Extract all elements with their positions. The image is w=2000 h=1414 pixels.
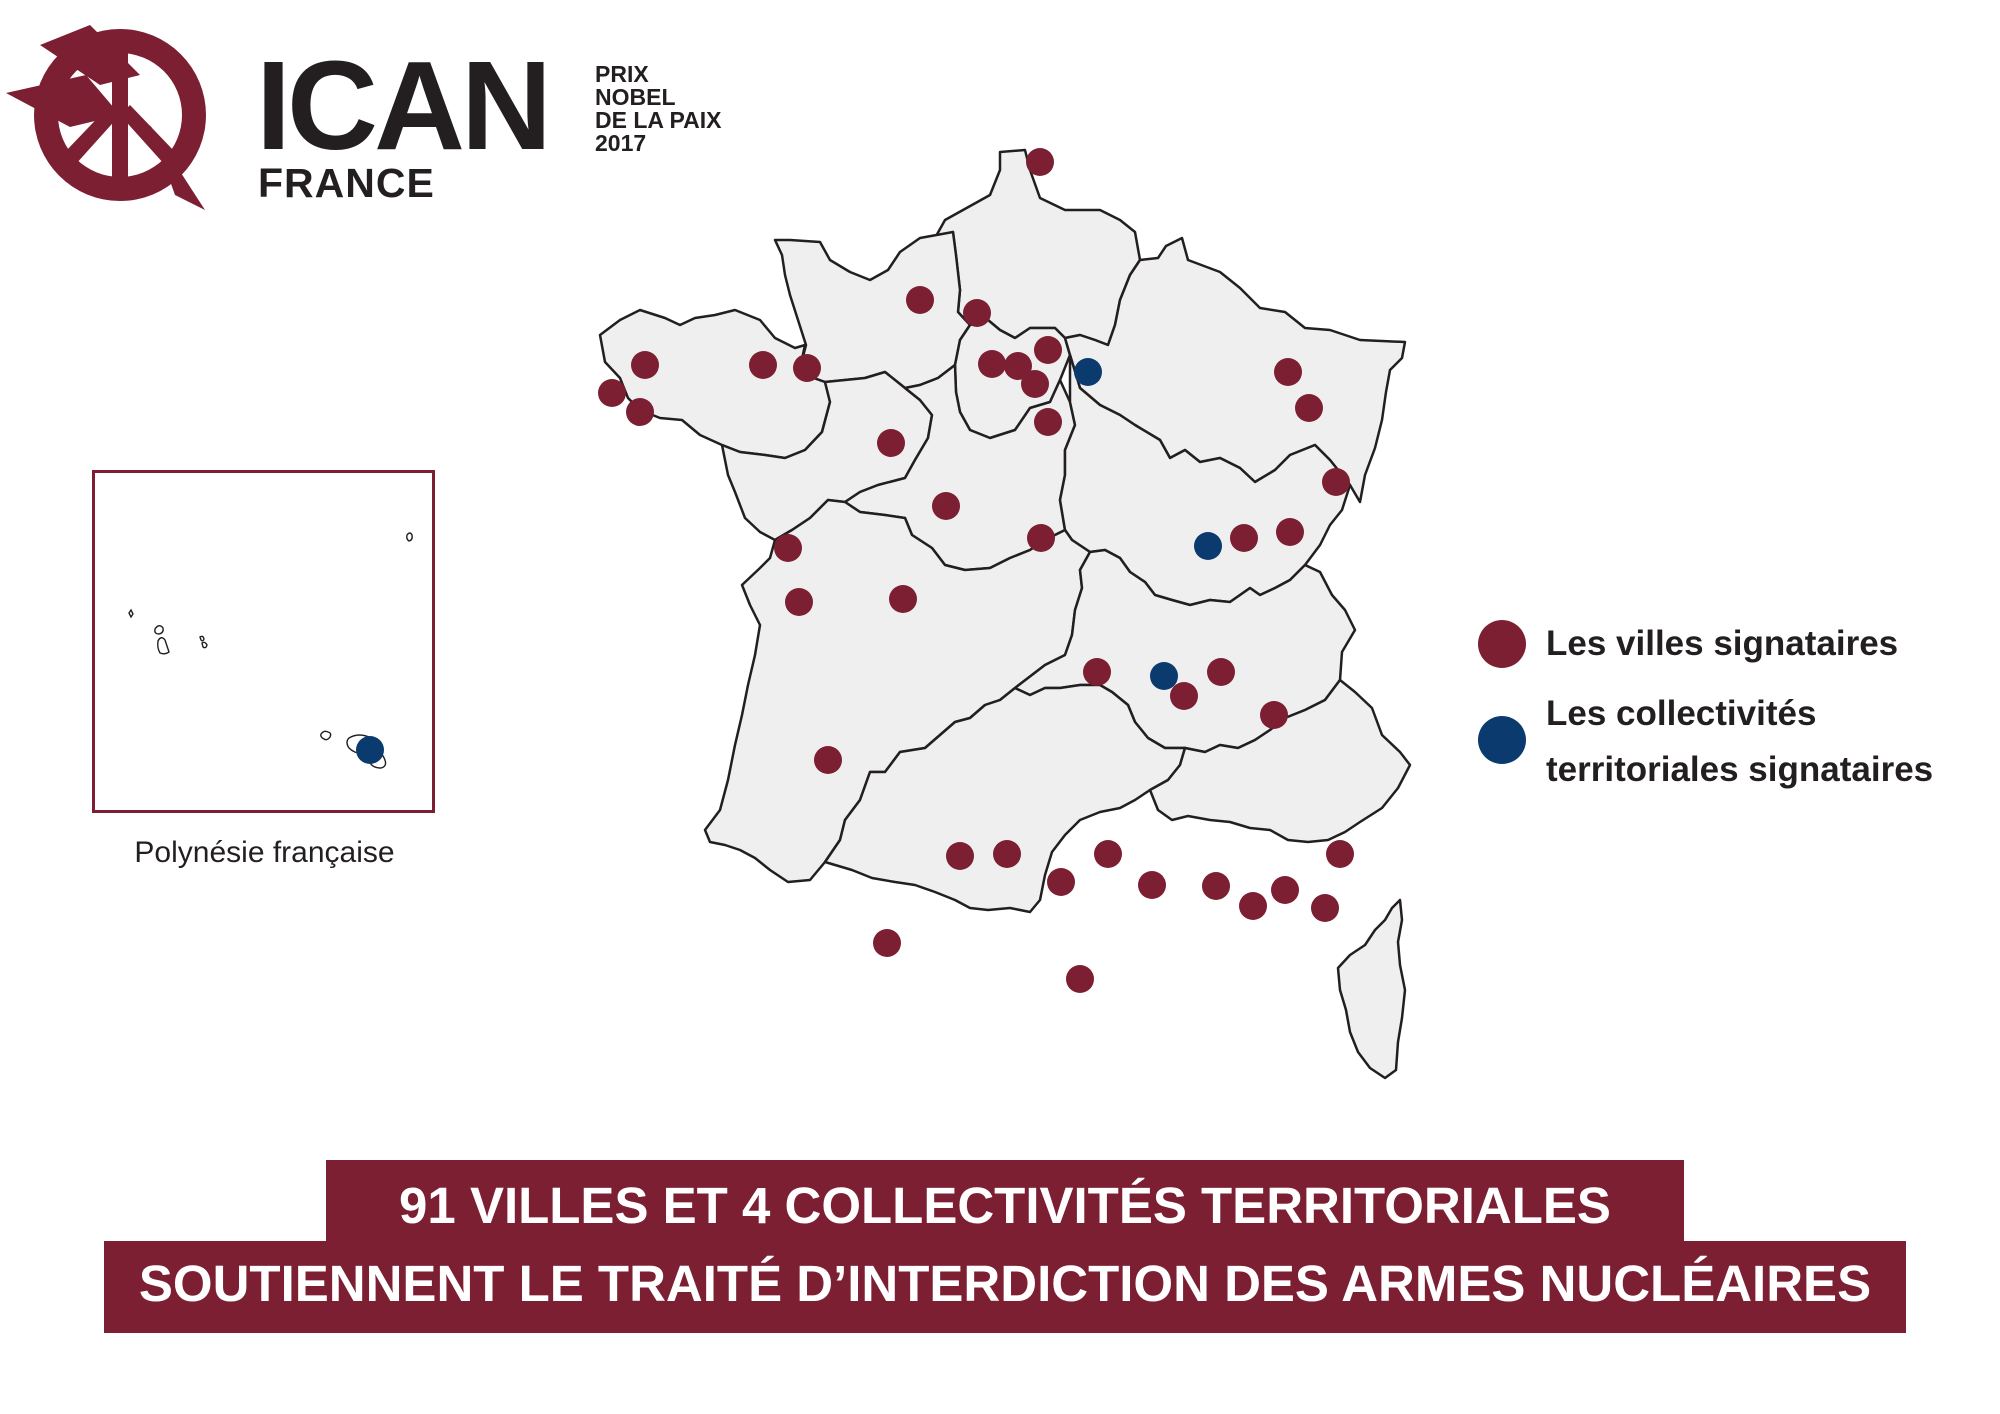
region-occitanie — [823, 683, 1187, 914]
city-marker — [1047, 868, 1075, 896]
logo-prize-text: PRIX NOBEL DE LA PAIX 2017 — [595, 63, 722, 155]
city-marker — [598, 379, 626, 407]
city-marker — [1202, 872, 1230, 900]
city-marker — [1083, 658, 1111, 686]
france-map — [598, 148, 1412, 1080]
city-marker — [1094, 840, 1122, 868]
city-marker — [1021, 370, 1049, 398]
city-marker — [963, 299, 991, 327]
city-marker — [749, 351, 777, 379]
logo-subtitle: FRANCE — [258, 160, 435, 206]
region-bretagne — [598, 308, 832, 460]
city-marker — [1066, 965, 1094, 993]
ican-bird-peace-icon — [6, 25, 206, 210]
logo-wordmark: ICAN — [256, 35, 552, 176]
ican-logo: ICAN FRANCE PRIX NOBEL DE LA PAIX 2017 — [0, 15, 760, 215]
city-marker — [877, 429, 905, 457]
inset-label: Polynésie française — [134, 836, 395, 869]
city-marker — [793, 354, 821, 382]
legend-label-collectivities-2: territoriales signataires — [1546, 750, 1934, 789]
collectivity-marker — [1150, 662, 1178, 690]
city-marker — [1322, 468, 1350, 496]
city-marker — [1230, 524, 1258, 552]
city-marker — [1274, 358, 1302, 386]
city-marker-swatch — [1478, 620, 1526, 668]
polynesia-inset-map — [128, 532, 413, 769]
city-marker — [1138, 871, 1166, 899]
collectivity-marker-swatch — [1478, 716, 1526, 764]
city-marker — [946, 842, 974, 870]
france-regions — [598, 148, 1412, 1080]
city-marker — [932, 492, 960, 520]
city-marker — [626, 398, 654, 426]
city-marker — [1295, 394, 1323, 422]
city-marker — [785, 588, 813, 616]
city-marker — [774, 534, 802, 562]
city-marker — [1260, 701, 1288, 729]
city-marker — [1276, 518, 1304, 546]
city-marker — [1004, 352, 1032, 380]
prize-line: NOBEL — [595, 84, 676, 110]
city-marker — [1170, 682, 1198, 710]
city-marker — [1026, 148, 1054, 176]
headline-banner-line-1: 91 VILLES ET 4 COLLECTIVITÉS TERRITORIAL… — [326, 1160, 1684, 1252]
prize-line: DE LA PAIX — [595, 107, 722, 133]
city-marker — [1239, 892, 1267, 920]
city-marker — [993, 840, 1021, 868]
city-marker — [631, 351, 659, 379]
city-marker — [978, 350, 1006, 378]
collectivity-marker — [1194, 532, 1222, 560]
legend-label-collectivities-1: Les collectivités — [1546, 694, 1817, 733]
headline-banner-line-2: SOUTIENNENT LE TRAITÉ D’INTERDICTION DES… — [104, 1241, 1906, 1333]
collectivity-marker — [1074, 358, 1102, 386]
city-marker — [906, 286, 934, 314]
prize-line: 2017 — [595, 130, 647, 156]
city-marker — [873, 929, 901, 957]
legend-label-cities: Les villes signataires — [1546, 624, 1899, 663]
city-marker — [1034, 408, 1062, 436]
city-marker — [889, 585, 917, 613]
city-marker — [1207, 658, 1235, 686]
prize-line: PRIX — [595, 61, 649, 87]
city-marker — [1311, 894, 1339, 922]
city-marker — [1271, 876, 1299, 904]
polynesia-inset — [92, 470, 435, 813]
city-marker — [1027, 524, 1055, 552]
city-marker — [1326, 840, 1354, 868]
city-marker — [1034, 336, 1062, 364]
map-markers — [598, 148, 1354, 993]
collectivity-marker — [356, 736, 384, 764]
city-marker — [814, 746, 842, 774]
region-corse — [1336, 898, 1407, 1080]
